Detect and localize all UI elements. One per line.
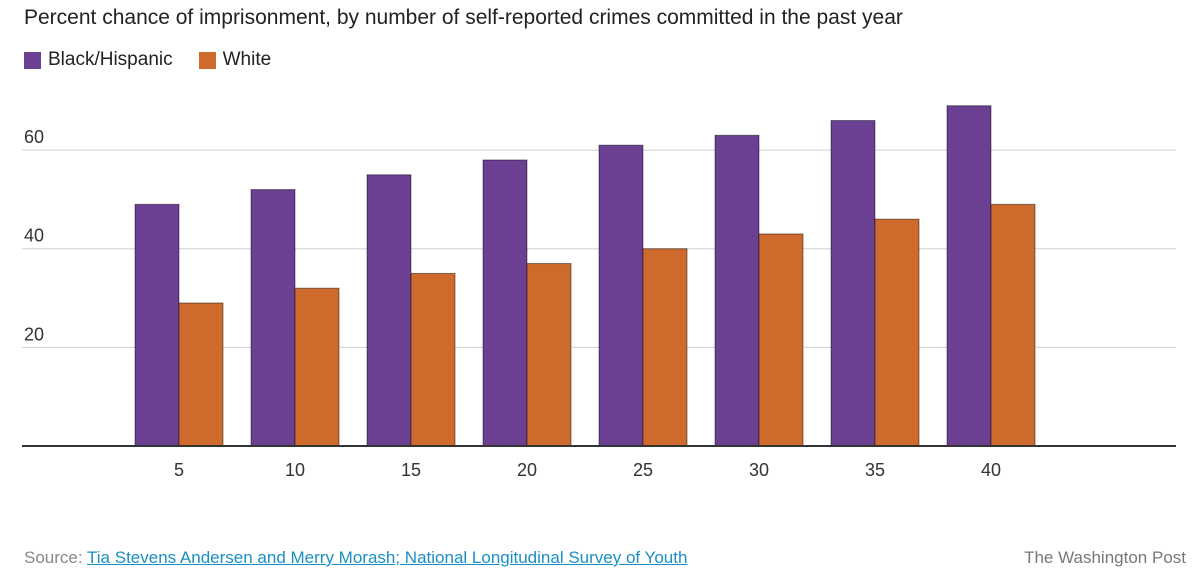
- bar-black-hispanic-10: [250, 189, 296, 447]
- legend-item-black-hispanic: Black/Hispanic: [24, 49, 173, 71]
- source-link[interactable]: Tia Stevens Andersen and Merry Morash; N…: [87, 548, 688, 567]
- bar-white-30: [758, 233, 804, 447]
- bar-white-25: [642, 248, 688, 447]
- source-note: Source: Tia Stevens Andersen and Merry M…: [24, 548, 687, 568]
- y-tick-label-20: 20: [24, 324, 44, 344]
- x-tick-label-20: 20: [517, 460, 537, 480]
- x-tick-label-15: 15: [401, 460, 421, 480]
- legend-swatch-white: [198, 51, 216, 69]
- bar-white-20: [526, 263, 572, 447]
- bar-black-hispanic-40: [946, 105, 992, 447]
- bar-black-hispanic-35: [830, 120, 876, 447]
- x-tick-label-40: 40: [981, 460, 1001, 480]
- legend: Black/Hispanic White: [24, 49, 297, 71]
- publisher-credit: The Washington Post: [1024, 548, 1186, 567]
- bar-white-35: [874, 218, 920, 447]
- bar-white-15: [410, 272, 456, 447]
- x-tick-label-35: 35: [865, 460, 885, 480]
- legend-swatch-black-hispanic: [24, 51, 41, 69]
- bar-white-10: [294, 287, 340, 447]
- x-tick-label-5: 5: [174, 460, 184, 480]
- x-tick-label-25: 25: [633, 460, 653, 480]
- legend-item-white: White: [198, 49, 272, 71]
- bar-black-hispanic-15: [366, 174, 412, 447]
- bar-black-hispanic-5: [134, 203, 180, 447]
- bar-black-hispanic-20: [482, 159, 528, 447]
- legend-label-black-hispanic: Black/Hispanic: [48, 49, 173, 70]
- bar-black-hispanic-25: [598, 144, 644, 447]
- bar-white-5: [178, 302, 224, 447]
- x-tick-label-30: 30: [749, 460, 769, 480]
- chart-title: Percent chance of imprisonment, by numbe…: [24, 6, 903, 29]
- bar-white-40: [990, 203, 1036, 447]
- x-tick-label-10: 10: [285, 460, 305, 480]
- y-tick-label-40: 40: [24, 226, 44, 246]
- bar-black-hispanic-30: [714, 134, 760, 447]
- legend-label-white: White: [222, 49, 272, 70]
- y-tick-label-60: 60: [24, 127, 44, 147]
- source-label: Source:: [24, 548, 83, 567]
